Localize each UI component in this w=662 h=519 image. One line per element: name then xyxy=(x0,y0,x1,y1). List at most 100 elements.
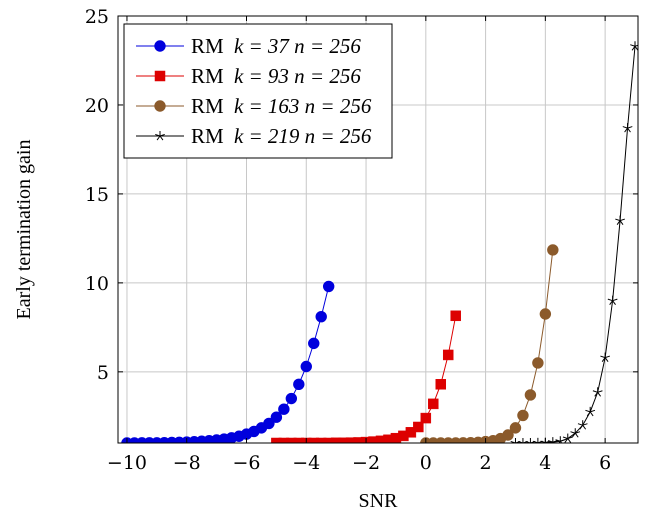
x-tick-label: 2 xyxy=(480,452,492,474)
star-arm xyxy=(577,423,583,426)
star-arm xyxy=(634,45,638,51)
legend-label: RM k = 93 n = 256 xyxy=(191,64,361,88)
legend-swatch-marker xyxy=(154,100,166,112)
legend-label: RM k = 37 n = 256 xyxy=(191,34,361,58)
series-4-point xyxy=(555,436,566,443)
y-tick-label: 10 xyxy=(85,273,109,295)
y-tick-label: 20 xyxy=(85,95,109,117)
star-arm xyxy=(600,355,606,359)
series-2-point xyxy=(405,427,417,438)
legend-entry: RM k = 93 n = 256 xyxy=(136,64,361,88)
star-arm xyxy=(616,220,621,225)
legend-label-prefix: RM xyxy=(191,124,229,148)
legend-label: RM k = 163 n = 256 xyxy=(191,94,372,118)
series-2-point xyxy=(293,437,305,443)
series-4-point xyxy=(585,406,596,417)
star-arm xyxy=(586,411,591,417)
series-1-point xyxy=(293,378,305,390)
legend-label-prefix: RM xyxy=(191,94,229,118)
series-3-line xyxy=(425,249,554,443)
x-tick-label: 0 xyxy=(420,452,432,474)
star-arm xyxy=(540,440,546,443)
series-2-point xyxy=(308,437,319,443)
star-arm xyxy=(631,45,636,51)
star-arm xyxy=(567,438,572,443)
x-tick-label: −8 xyxy=(173,452,201,474)
star-arm xyxy=(622,126,628,129)
star-arm xyxy=(582,424,587,430)
legend-swatch-marker xyxy=(154,40,166,52)
star-arm xyxy=(522,442,524,443)
series-2-point xyxy=(323,437,334,443)
star-arm xyxy=(619,218,625,222)
series-4-point xyxy=(607,295,618,306)
star-arm xyxy=(574,432,579,438)
star-arm xyxy=(156,135,161,141)
legend-label: RM k = 219 n = 256 xyxy=(191,124,372,148)
star-arm xyxy=(624,127,628,133)
star-arm xyxy=(529,442,531,443)
star-arm xyxy=(592,390,598,393)
star-arm xyxy=(607,298,613,302)
series-3-point xyxy=(547,244,559,256)
series-4-point xyxy=(577,420,588,430)
x-tick-label: −10 xyxy=(107,452,147,474)
series-1-point xyxy=(300,360,312,373)
star-arm xyxy=(627,127,631,133)
series-4-point xyxy=(600,352,611,362)
x-tick-label: −2 xyxy=(352,452,380,474)
star-arm xyxy=(558,440,561,443)
star-arm xyxy=(612,298,618,302)
legend-label-math: k = 163 n = 256 xyxy=(234,94,372,118)
star-arm xyxy=(547,440,553,443)
series-4-point xyxy=(570,428,581,438)
x-tick-label: −6 xyxy=(232,452,260,474)
series-3 xyxy=(420,244,559,443)
x-tick-label: 4 xyxy=(539,452,551,474)
y-tick-label: 25 xyxy=(85,6,109,28)
star-arm xyxy=(514,442,516,443)
legend-entry: RM k = 163 n = 256 xyxy=(136,94,372,118)
x-tick-label: 6 xyxy=(599,452,611,474)
star-arm xyxy=(615,218,621,222)
star-arm xyxy=(582,423,588,426)
star-arm xyxy=(575,431,581,434)
star-arm xyxy=(552,440,558,443)
legend-label-prefix: RM xyxy=(191,34,229,58)
series-2 xyxy=(271,310,461,443)
star-arm xyxy=(515,442,517,443)
series-1-point xyxy=(315,310,327,323)
legend-entry: RM k = 219 n = 256 xyxy=(136,124,372,148)
star-arm xyxy=(159,135,164,141)
star-arm xyxy=(555,439,561,442)
star-arm xyxy=(570,431,576,434)
series-2-point xyxy=(286,437,297,443)
series-1-line xyxy=(126,286,330,443)
series-3-point xyxy=(539,308,552,320)
x-axis-label: SNR xyxy=(359,490,399,512)
series-2-point xyxy=(315,437,327,443)
legend-label-prefix: RM xyxy=(191,64,229,88)
series-3-point xyxy=(524,389,537,401)
star-arm xyxy=(564,438,569,443)
legend-entry: RM k = 37 n = 256 xyxy=(136,34,361,58)
star-arm xyxy=(601,357,606,362)
star-arm xyxy=(612,300,616,306)
x-tick-label: −4 xyxy=(292,452,320,474)
star-arm xyxy=(585,409,591,413)
star-arm xyxy=(609,300,614,306)
star-arm xyxy=(630,44,636,47)
star-arm xyxy=(562,436,568,440)
star-arm xyxy=(597,391,601,397)
series-3-point xyxy=(509,422,522,434)
series-4-point xyxy=(592,387,603,397)
star-arm xyxy=(604,357,609,362)
star-arm xyxy=(522,442,523,443)
star-arm xyxy=(589,411,594,417)
series-1-point xyxy=(278,403,290,415)
legend-swatch-marker xyxy=(155,131,165,141)
series-1-point xyxy=(285,392,298,405)
series-2-point xyxy=(420,412,432,424)
